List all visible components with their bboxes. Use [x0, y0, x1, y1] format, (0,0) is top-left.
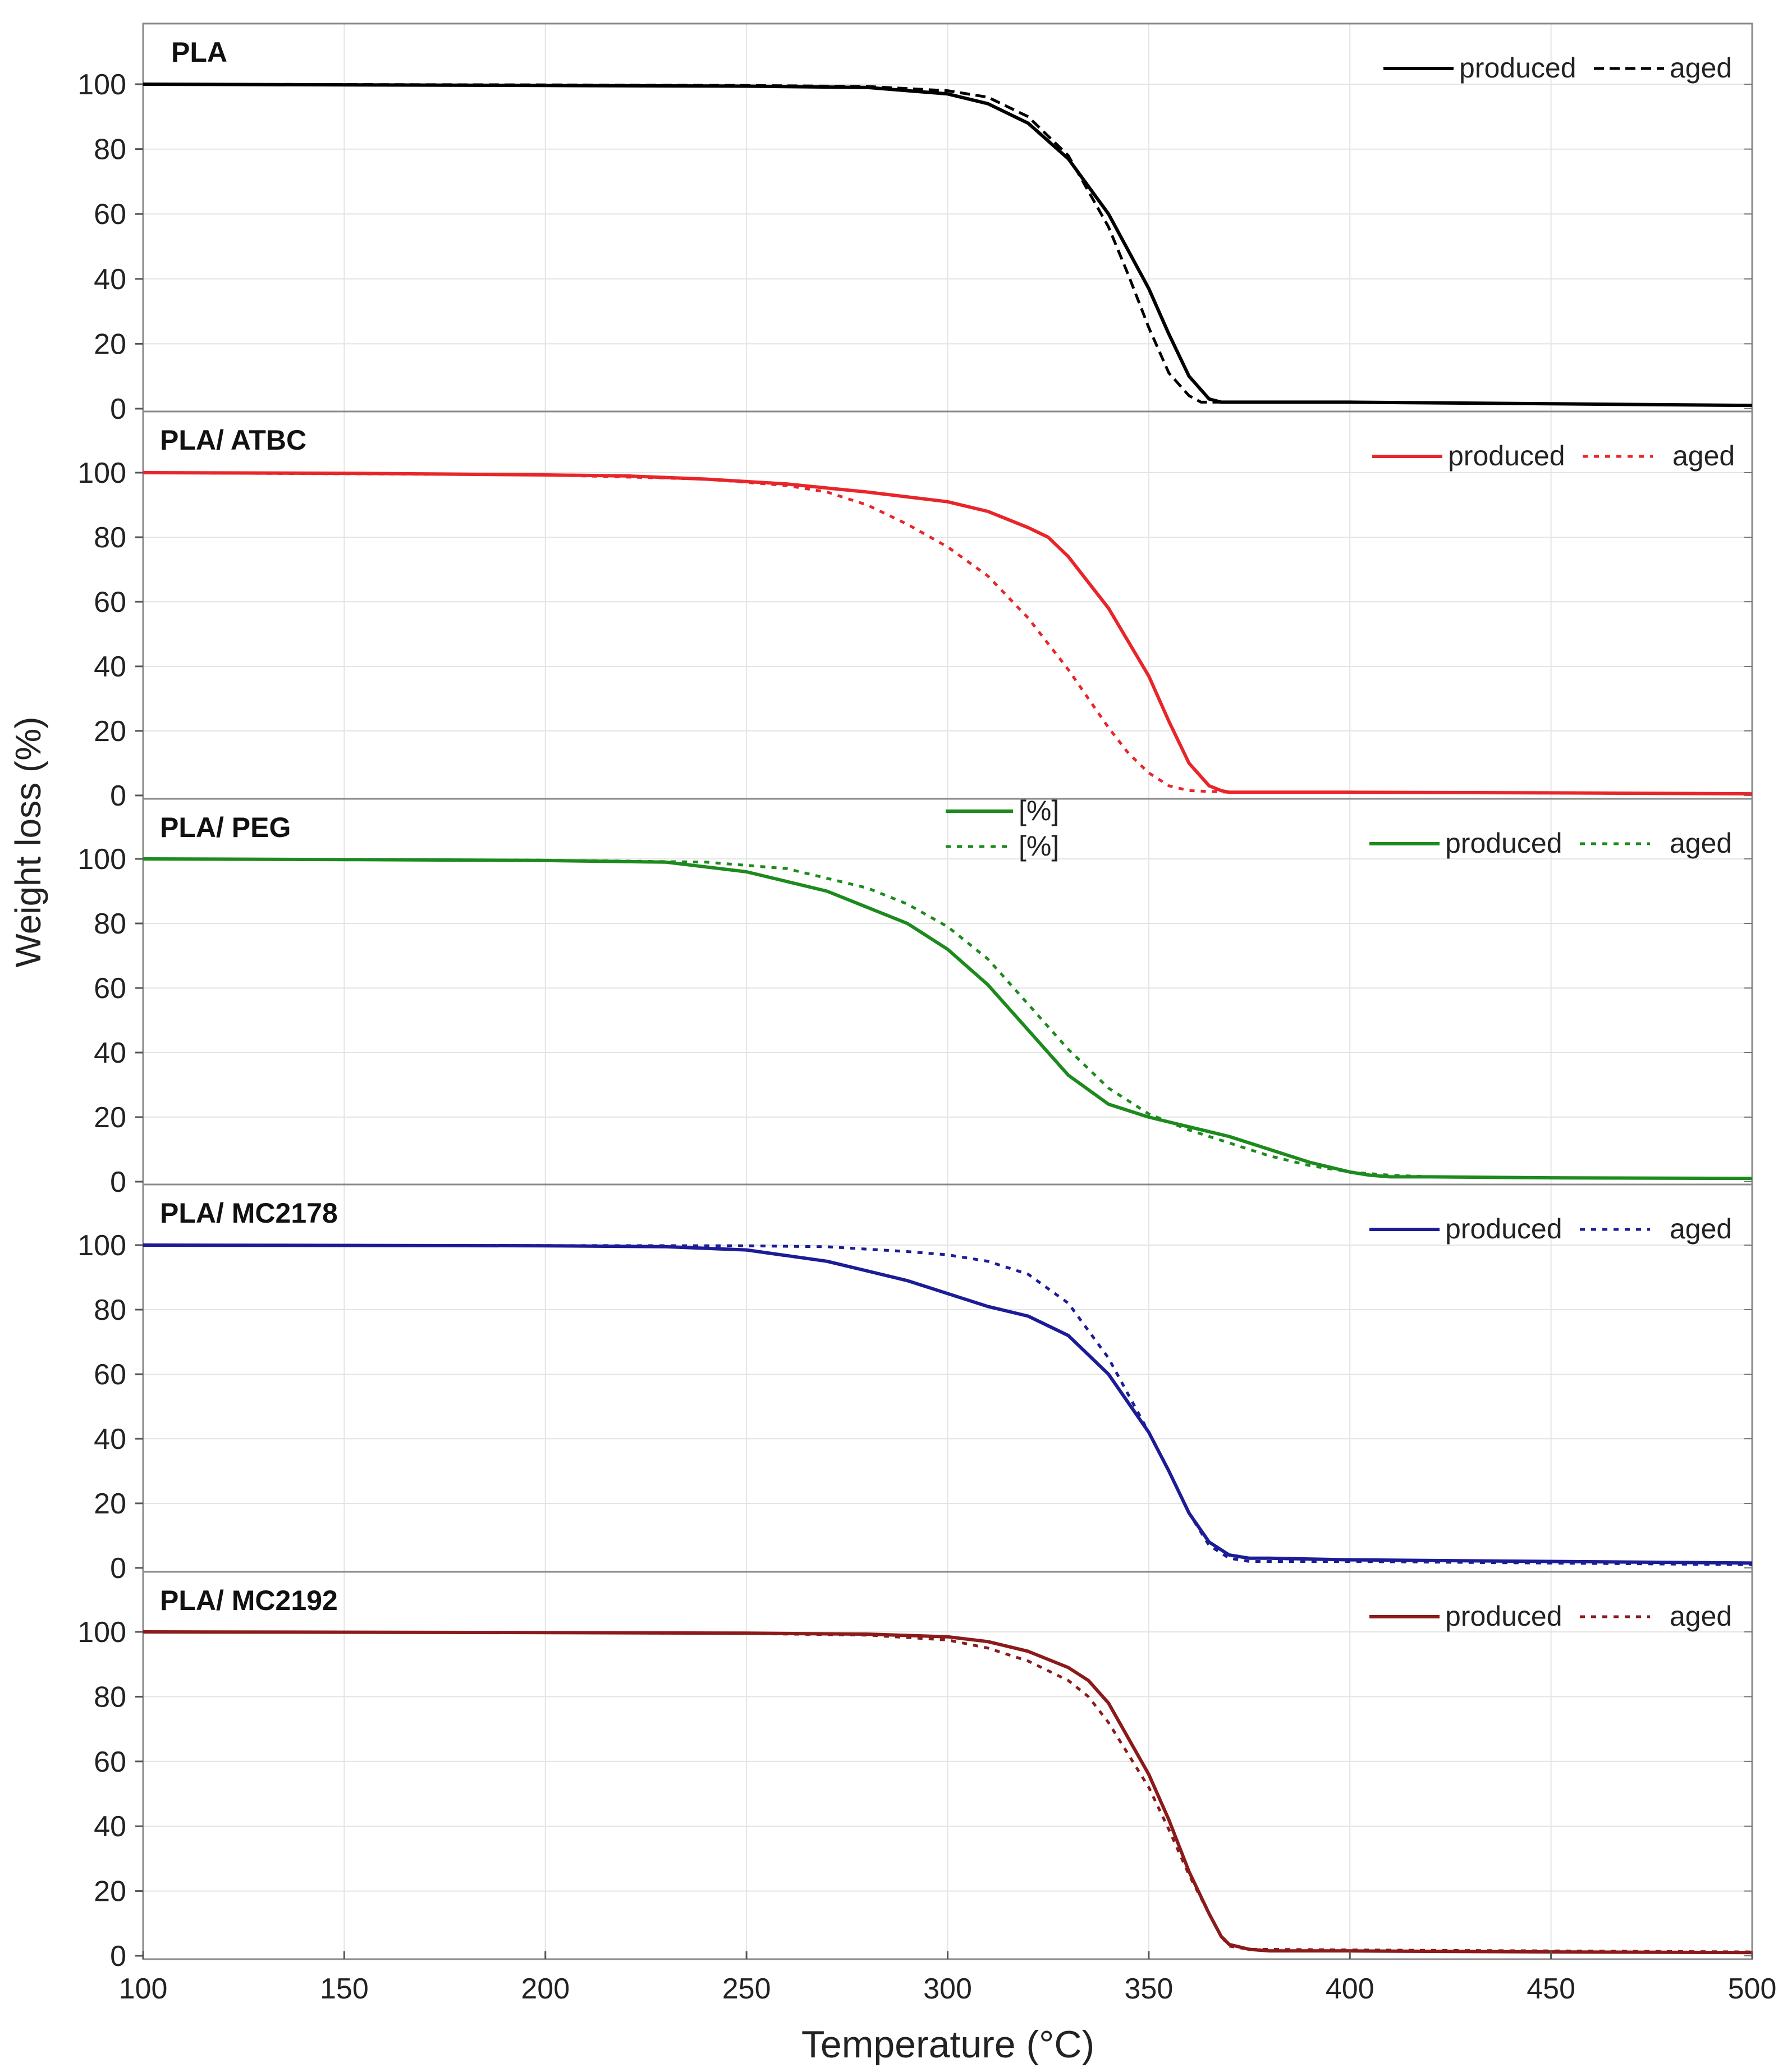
- x-axis-label: Temperature (°C): [801, 2023, 1094, 2066]
- legend-label-aged: aged: [1670, 52, 1732, 84]
- y-tick-label: 60: [94, 1359, 126, 1391]
- legend-label-aged: aged: [1670, 827, 1732, 859]
- y-tick-label: 20: [94, 1488, 126, 1520]
- y-tick-label: 40: [94, 1423, 126, 1456]
- panel-0: 0 20 40 60 80 100 PLA produced aged: [77, 22, 1753, 426]
- y-tick-label: 40: [94, 263, 126, 296]
- y-tick-label: 100: [77, 457, 126, 490]
- y-tick-label: 80: [94, 908, 126, 940]
- y-tick-label: 80: [94, 1681, 126, 1713]
- series-line-produced: [143, 857, 1753, 1181]
- y-tick-label: 0: [110, 780, 126, 812]
- legend-label-aged: aged: [1670, 1213, 1732, 1245]
- x-tick-label: 400: [1326, 1973, 1374, 2005]
- x-tick-label: 200: [521, 1973, 570, 2005]
- y-tick-label: 0: [110, 1552, 126, 1585]
- y-tick-label: 100: [77, 843, 126, 876]
- y-tick-label: 80: [94, 522, 126, 554]
- panel-title: PLA/ ATBC: [160, 424, 306, 456]
- extra-legend-label: [%]: [1019, 795, 1059, 826]
- legend-label-aged: aged: [1670, 1600, 1732, 1632]
- x-tick-label: 250: [722, 1973, 771, 2005]
- x-axis-ticks: 100 150 200 250 300 350 400 450 500: [119, 1951, 1777, 2005]
- y-tick-label: 100: [77, 1229, 126, 1262]
- panel-1: 0 20 40 60 80 100 PLA/ ATBC produced aged: [77, 410, 1753, 812]
- y-tick-label: 60: [94, 1746, 126, 1778]
- y-tick-label: 60: [94, 586, 126, 619]
- x-tick-label: 500: [1728, 1973, 1777, 2005]
- y-tick-label: 20: [94, 328, 126, 360]
- x-tick-label: 450: [1527, 1973, 1575, 2005]
- panel-title: PLA/ MC2178: [160, 1197, 338, 1229]
- legend-label-aged: aged: [1672, 440, 1735, 472]
- y-tick-label: 0: [110, 393, 126, 426]
- y-tick-label: 0: [110, 1166, 126, 1199]
- legend-label-produced: produced: [1445, 1213, 1562, 1245]
- legend-label-produced: produced: [1445, 827, 1562, 859]
- panel-4: 0 20 40 60 80 100 PLA/ MC2192 produced aged: [77, 1571, 1753, 1973]
- legend-label-produced: produced: [1445, 1600, 1562, 1632]
- y-axis-label: Weight loss (%): [8, 717, 48, 968]
- panels: 0 20 40 60 80 100 PLA produced aged 0 20 40 60 80 100 P…: [77, 22, 1753, 1973]
- extra-legend-label: [%]: [1019, 830, 1059, 862]
- y-tick-label: 40: [94, 1810, 126, 1843]
- series-line-aged: [143, 83, 1753, 407]
- y-tick-label: 80: [94, 1294, 126, 1327]
- panel-title: PLA/ MC2192: [160, 1585, 338, 1616]
- x-tick-label: 350: [1124, 1973, 1173, 2005]
- y-tick-label: 80: [94, 134, 126, 166]
- y-tick-label: 40: [94, 651, 126, 683]
- y-tick-label: 60: [94, 198, 126, 231]
- series-line-aged: [143, 471, 1753, 795]
- panel-title: PLA/ PEG: [160, 812, 291, 843]
- y-tick-label: 40: [94, 1037, 126, 1069]
- series-line-aged: [143, 857, 1753, 1180]
- y-tick-label: 0: [110, 1940, 126, 1973]
- y-tick-label: 20: [94, 715, 126, 748]
- legend-label-produced: produced: [1448, 440, 1565, 472]
- x-tick-label: 150: [320, 1973, 369, 2005]
- y-tick-label: 20: [94, 1876, 126, 1908]
- y-tick-label: 60: [94, 972, 126, 1005]
- y-tick-label: 20: [94, 1101, 126, 1134]
- series-line-aged: [143, 1630, 1753, 1954]
- legend-label-produced: produced: [1459, 52, 1576, 84]
- series-line-produced: [143, 1243, 1753, 1565]
- y-tick-label: 100: [77, 1616, 126, 1649]
- panel-3: 0 20 40 60 80 100 PLA/ MC2178 produced aged: [77, 1183, 1753, 1585]
- panel-2: 0 20 40 60 80 100 PLA/ PEG produced aged [%] [%]: [77, 795, 1753, 1199]
- x-tick-label: 100: [119, 1973, 168, 2005]
- x-tick-label: 300: [923, 1973, 972, 2005]
- panel-title: PLA: [171, 36, 227, 68]
- y-tick-label: 100: [77, 68, 126, 101]
- series-line-aged: [143, 1243, 1753, 1566]
